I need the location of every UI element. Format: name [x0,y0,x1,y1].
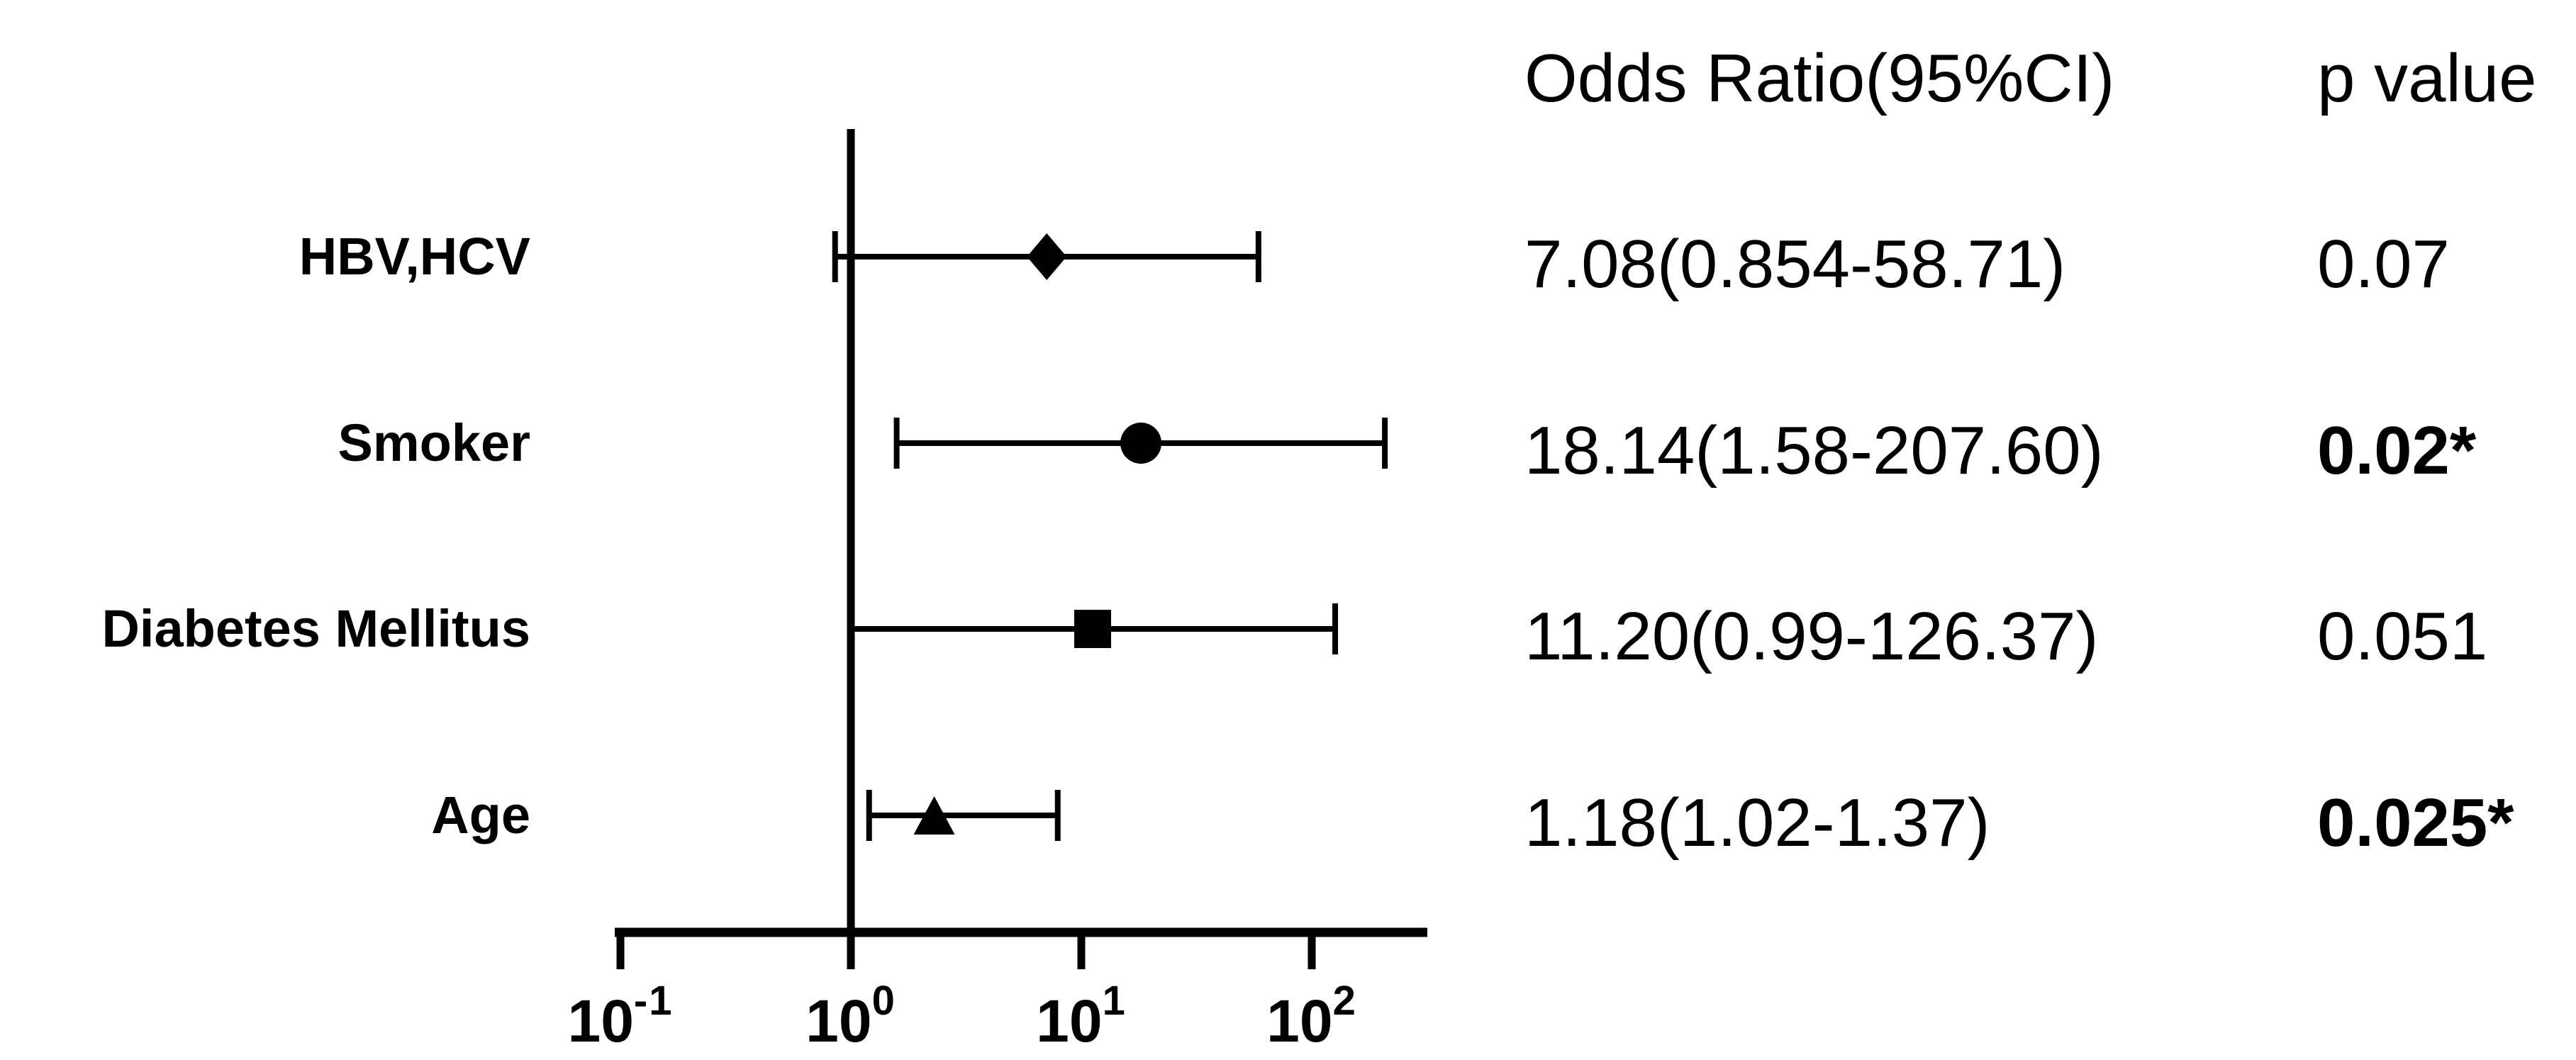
circle-marker [1120,423,1162,464]
tick-exponent: 0 [871,978,896,1024]
tick-base: 10 [1266,988,1333,1054]
x-tick-label-1e-1: 10-1 [500,981,741,1051]
tick-exponent: -1 [633,978,674,1024]
x-tick-label-1e2: 102 [1191,981,1432,1051]
tick-base: 10 [805,988,872,1054]
or-ci-value-hbv-hcv: 7.08(0.854-58.71) [1524,226,2066,302]
x-tick-label-1e1: 101 [961,981,1202,1051]
triangle-marker [913,796,955,835]
diamond-marker [1027,233,1067,280]
x-tick-label-1e0: 100 [730,981,971,1051]
tick-exponent: 1 [1102,978,1127,1024]
or-ci-value-diabetes-mellitus: 11.20(0.99-126.37) [1524,598,2099,674]
odds-ratio-column-header: Odds Ratio(95%CI) [1524,40,2115,116]
square-marker [1074,610,1111,648]
p-value-hbv-hcv: 0.07 [2317,226,2450,302]
row-label-hbv-hcv: HBV,HCV [299,227,530,286]
tick-base: 10 [1036,988,1103,1054]
row-label-age: Age [431,786,530,844]
p-value-diabetes-mellitus: 0.051 [2317,598,2488,674]
p-value-age: 0.025* [2317,785,2514,861]
or-ci-value-age: 1.18(1.02-1.37) [1524,785,1990,861]
row-label-smoker: Smoker [338,413,530,472]
row-label-diabetes-mellitus: Diabetes Mellitus [101,599,530,658]
tick-exponent: 2 [1332,978,1357,1024]
p-value-column-header: p value [2317,40,2537,116]
or-ci-value-smoker: 18.14(1.58-207.60) [1524,413,2104,489]
p-value-smoker: 0.02* [2317,413,2477,489]
tick-base: 10 [567,988,634,1054]
